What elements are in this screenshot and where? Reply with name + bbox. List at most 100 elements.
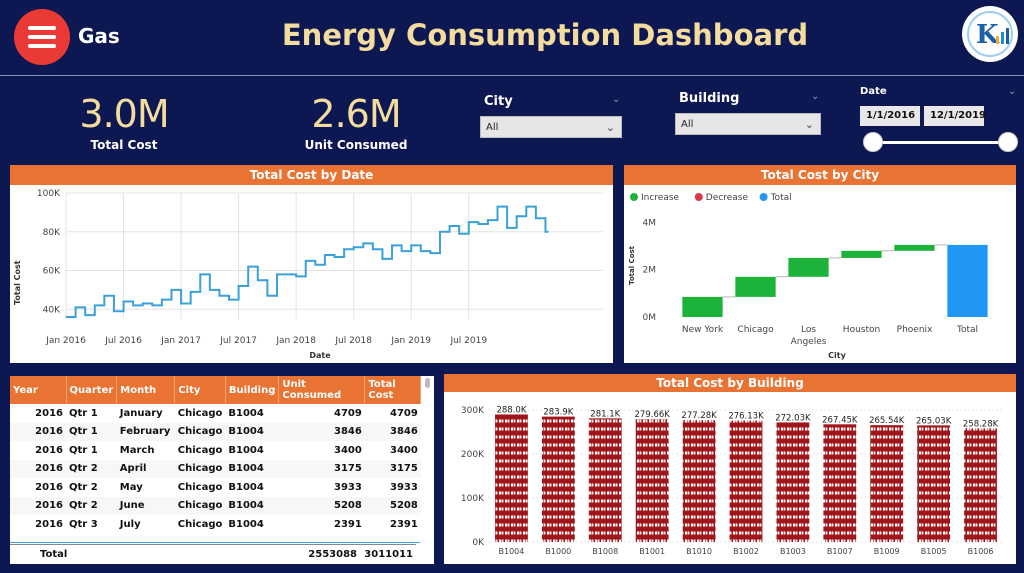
city-dropdown[interactable]: All ⌄	[480, 116, 622, 138]
x-tick-label: B1009	[874, 547, 900, 556]
kpi-total-cost: 3.0M Total Cost	[64, 92, 184, 152]
waterfall-bar	[894, 244, 935, 251]
table-row[interactable]: 2016 Qtr 1 January Chicago B1004 4709 4709	[10, 404, 421, 423]
x-tick-label: B1005	[921, 547, 947, 556]
building-bar	[776, 422, 810, 542]
table-cell: 3175	[334, 463, 362, 475]
date-start-input[interactable]: 1/1/2016	[860, 106, 920, 126]
table-row[interactable]: 2016 Qtr 1 March Chicago B1004 3400 3400	[10, 441, 421, 460]
x-tick-label: Angeles	[791, 337, 827, 347]
data-label: 281.1K	[590, 409, 620, 419]
column-header[interactable]: City	[174, 376, 226, 404]
building-bar	[682, 420, 716, 542]
legend-label: Increase	[641, 193, 680, 203]
column-header[interactable]: Year	[10, 376, 67, 404]
x-tick-label: B1003	[780, 547, 806, 556]
table-row[interactable]: 2016 Qtr 1 February Chicago B1004 3846 3846	[10, 422, 421, 441]
y-tick-label: 0M	[643, 313, 657, 323]
table-cell: 2016	[35, 500, 63, 512]
total-cost-by-city-panel: Total Cost by City Increase Decrease Total…	[624, 165, 1016, 363]
column-header[interactable]: Month	[116, 376, 176, 404]
building-dropdown[interactable]: All ⌄	[675, 113, 821, 135]
table-row[interactable]: 2016 Qtr 2 May Chicago B1004 3933 3933	[10, 478, 421, 497]
table-cell: 3933	[334, 481, 362, 493]
chevron-down-icon[interactable]: ⌄	[612, 94, 621, 105]
table-cell: Chicago	[177, 463, 223, 475]
kpi-label: Unit Consumed	[304, 138, 408, 152]
table-cell: Qtr 2	[69, 500, 98, 512]
table-cell: 2016	[35, 407, 63, 419]
svg-text:K: K	[976, 20, 1000, 50]
line-series	[66, 205, 549, 319]
column-header[interactable]: Building	[225, 376, 280, 404]
column-header[interactable]: Quarter	[66, 376, 118, 404]
table-cell: 4709	[390, 407, 418, 419]
x-tick-label: Jan 2016	[45, 336, 86, 346]
table-total-row: Total 2553088 3011011	[10, 544, 416, 563]
table-cell: Qtr 1	[69, 444, 98, 456]
legend-marker	[630, 193, 638, 201]
gas-label: Gas	[78, 24, 120, 48]
table-cell: January	[119, 407, 163, 419]
building-dropdown-value: All	[681, 119, 694, 130]
table-cell: Qtr 1	[69, 426, 98, 438]
menu-icon[interactable]	[14, 9, 70, 65]
table-cell: B1004	[228, 463, 264, 475]
total-label: Total	[10, 544, 302, 563]
table-row[interactable]: 2016 Qtr 2 June Chicago B1004 5208 5208	[10, 496, 421, 515]
data-label: 277.28K	[681, 411, 717, 421]
date-slider-start-handle[interactable]	[863, 132, 883, 152]
chevron-down-icon[interactable]: ⌄	[811, 91, 820, 102]
waterfall-bar	[735, 276, 776, 297]
building-chart: 0K 100K 200K 300K 288.0K B1004 283.9K B1000 281…	[461, 405, 1004, 556]
x-tick-label: Total	[956, 325, 978, 335]
table-cell: June	[119, 500, 145, 512]
column-header[interactable]: Unit Consumed	[278, 376, 366, 404]
table-cell: B1004	[228, 518, 264, 530]
x-tick-label: B1004	[499, 547, 525, 556]
y-tick-label: 80K	[43, 228, 61, 238]
table-cell: 3400	[390, 444, 418, 456]
table-cell: B1004	[228, 407, 264, 419]
building-bar	[495, 414, 528, 542]
date-end-input[interactable]: 12/1/2019	[924, 106, 986, 126]
table-cell: Chicago	[177, 481, 223, 493]
building-slicer: Building ⌄ All ⌄	[675, 91, 824, 135]
x-tick-label: B1007	[827, 547, 853, 556]
building-bar	[729, 420, 763, 542]
data-label: 272.03K	[775, 413, 811, 423]
total-cost-sum: 3011011	[360, 544, 416, 563]
legend-label: Decrease	[706, 193, 749, 203]
company-logo: K	[962, 6, 1018, 62]
x-tick-label: Phoenix	[897, 325, 933, 335]
building-bar	[635, 419, 669, 542]
page-title: Energy Consumption Dashboard	[281, 18, 809, 52]
table-scrollbar[interactable]	[425, 378, 430, 388]
x-tick-label: Los	[801, 325, 816, 335]
chevron-down-icon: ⌄	[605, 121, 615, 134]
data-label: 265.54K	[869, 416, 905, 426]
x-tick-label: B1001	[639, 547, 665, 556]
data-label: 276.13K	[728, 412, 764, 422]
y-tick-label: 4M	[643, 218, 657, 228]
table-cell: Qtr 2	[69, 463, 98, 475]
waterfall-bar	[947, 244, 988, 317]
table-cell: B1004	[228, 481, 264, 493]
date-slider-track[interactable]	[872, 141, 1008, 144]
panel-title: Total Cost by Date	[10, 165, 613, 185]
table-cell: 5208	[334, 500, 362, 512]
column-header[interactable]: Total Cost	[364, 376, 422, 404]
data-table[interactable]: Year Quarter Month City Building Unit Consume…	[10, 376, 434, 564]
table-cell: 3400	[334, 444, 362, 456]
x-tick-label: B1006	[968, 547, 994, 556]
table-row[interactable]: 2016 Qtr 3 July Chicago B1004 2391 2391	[10, 515, 421, 534]
chevron-down-icon[interactable]: ⌄	[1008, 86, 1017, 97]
data-label: 288.0K	[496, 405, 526, 415]
table-row[interactable]: 2016 Qtr 2 April Chicago B1004 3175 3175	[10, 459, 421, 478]
table-cell: 3846	[334, 426, 362, 438]
date-slider-end-handle[interactable]	[998, 132, 1018, 152]
x-tick-label: Jan 2018	[275, 336, 316, 346]
waterfall-bar	[682, 296, 723, 317]
table-cell: Qtr 2	[69, 481, 98, 493]
table-cell: 2391	[334, 518, 362, 530]
